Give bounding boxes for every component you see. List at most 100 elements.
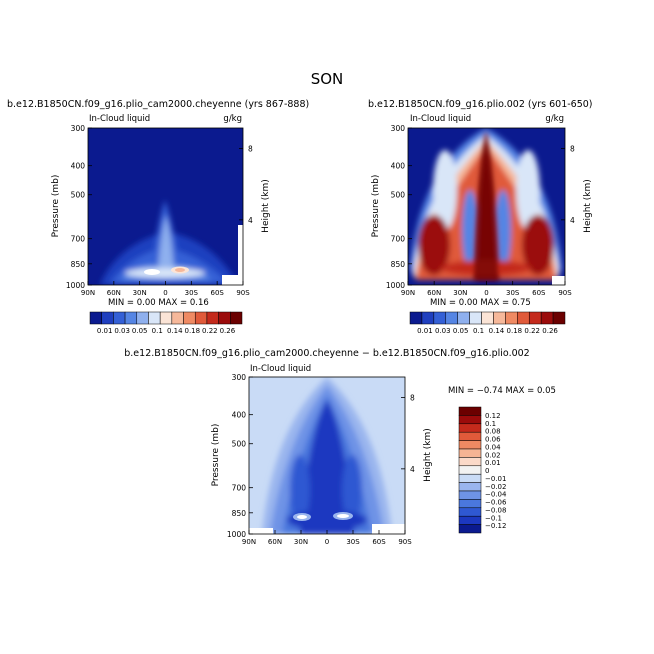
x-tick-label: 90S: [236, 289, 250, 297]
colorbar-label: 0.14: [489, 327, 505, 335]
colorbar-swatch: [409, 311, 423, 325]
colorbar-swatch: [101, 311, 114, 325]
colorbar-swatch: [458, 423, 482, 433]
y-tick-label: 850: [232, 509, 247, 518]
y-axis-label: Pressure (mb): [211, 424, 221, 487]
colorbar-swatch: [218, 311, 231, 325]
colorbar-swatch: [458, 440, 482, 450]
colorbar-swatch: [206, 311, 219, 325]
contour-field: [408, 128, 565, 285]
y2-axis-label: Height (km): [423, 428, 433, 482]
colorbar-label: 0.06: [485, 436, 501, 444]
colorbar-label: 0: [485, 467, 489, 475]
contour-column: [300, 400, 354, 534]
colorbar-label: 0.05: [132, 327, 148, 335]
y-tick-label: 300: [232, 373, 247, 382]
colorbar-label: 0.1: [485, 420, 496, 428]
pressure-axis: 300 400 500 700 850 1000: [66, 124, 92, 290]
colorbar-swatch: [183, 311, 196, 325]
colorbar-label: −0.1: [485, 514, 502, 522]
colorbar-label: 0.1: [152, 327, 163, 335]
panel-top-right: b.e12.B1850CN.f09_g16.plio.002 (yrs 601-…: [368, 99, 593, 335]
y-axis-label: Pressure (mb): [371, 175, 381, 238]
colorbar-swatch: [458, 457, 482, 467]
colorbar-label: 0.03: [114, 327, 130, 335]
min-south: [337, 514, 349, 518]
colorbar-swatch: [136, 311, 149, 325]
colorbar-swatch: [458, 507, 482, 517]
contour-field: [249, 377, 405, 534]
colorbar-label: −0.02: [485, 483, 506, 491]
y-tick-label: 500: [71, 191, 86, 200]
x-tick-label: 90S: [558, 289, 572, 297]
colorbar-swatch: [458, 406, 482, 416]
colorbar-label: 0.01: [417, 327, 433, 335]
colorbar-swatch: [469, 311, 482, 325]
max-north: [144, 269, 160, 275]
panel-title: b.e12.B1850CN.f09_g16.plio_cam2000.cheye…: [124, 348, 529, 359]
y2-tick-label: 4: [410, 465, 415, 474]
stats-label: MIN = 0.00 MAX = 0.75: [430, 298, 531, 308]
x-tick-label: 90N: [81, 289, 95, 297]
colorbar-swatch: [194, 311, 208, 325]
colorbar-swatch: [124, 311, 138, 325]
contour-column-core: [158, 215, 174, 268]
y2-axis-label: Height (km): [583, 179, 593, 233]
max-north: [418, 215, 450, 275]
colorbar-swatch: [171, 311, 184, 325]
y-axis-label: Pressure (mb): [51, 175, 61, 238]
panel-top-left: b.e12.B1850CN.f09_g16.plio_cam2000.cheye…: [7, 99, 309, 335]
units-label: g/kg: [545, 114, 564, 124]
colorbar-swatch: [458, 482, 482, 492]
x-tick-label: 90N: [401, 289, 415, 297]
colorbar-label: −0.06: [485, 499, 507, 507]
colorbar-swatch: [458, 415, 482, 425]
colorbar-swatch: [458, 431, 482, 441]
colorbar-swatch: [230, 311, 243, 325]
x-tick-label: 30S: [346, 538, 360, 546]
missing-terrain-edge: [238, 225, 243, 285]
colorbar-label: 0.18: [507, 327, 523, 335]
colorbar-label: 0.22: [202, 327, 218, 335]
y2-tick-label: 8: [410, 393, 415, 402]
colorbar-swatch: [458, 490, 482, 500]
left-string: In-Cloud liquid: [410, 114, 471, 124]
colorbar-label: 0.04: [485, 443, 501, 451]
colorbar-swatch: [517, 311, 530, 325]
colorbar-swatch: [540, 311, 554, 325]
left-string: In-Cloud liquid: [250, 364, 311, 374]
contour-gap-north: [433, 150, 457, 230]
height-axis: 84: [561, 144, 575, 225]
colorbar-swatch: [148, 311, 161, 325]
colorbar-swatch: [113, 311, 126, 325]
colorbar-label: 0.14: [167, 327, 183, 335]
colorbar-label: 0.26: [542, 327, 558, 335]
colorbar-swatch: [458, 524, 482, 534]
colorbar-label: 0.05: [453, 327, 469, 335]
contour-field: [88, 128, 243, 285]
colorbar-swatch: [528, 311, 542, 325]
y-tick-label: 400: [232, 411, 247, 420]
colorbar-swatch: [458, 473, 482, 483]
figure-title: SON: [311, 70, 344, 88]
colorbar-swatch: [445, 311, 458, 325]
colorbar-swatch: [458, 499, 482, 509]
x-tick-label: 60S: [372, 538, 386, 546]
y2-axis-label: Height (km): [261, 179, 271, 233]
missing-terrain: [552, 276, 565, 285]
max-south: [522, 215, 554, 275]
colorbar-label: 0.1: [473, 327, 484, 335]
y-tick-label: 1000: [386, 281, 405, 290]
y2-tick-label: 4: [570, 216, 575, 225]
x-tick-label: 30N: [133, 289, 147, 297]
x-tick-label: 60N: [107, 289, 121, 297]
height-axis: 84: [239, 144, 253, 225]
colorbar-label: 0.26: [220, 327, 236, 335]
x-tick-label: 90S: [398, 538, 412, 546]
colorbar-swatch: [457, 311, 470, 325]
missing-terrain: [249, 528, 273, 534]
x-tick-label: 0: [325, 538, 329, 546]
colorbar-swatch: [458, 448, 482, 458]
left-string: In-Cloud liquid: [89, 114, 150, 124]
